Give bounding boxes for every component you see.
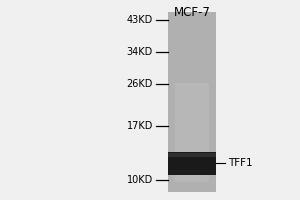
- Text: TFF1: TFF1: [228, 158, 253, 168]
- Text: 17KD: 17KD: [127, 121, 153, 131]
- Text: 26KD: 26KD: [127, 79, 153, 89]
- Text: 10KD: 10KD: [127, 175, 153, 185]
- Text: 43KD: 43KD: [127, 15, 153, 25]
- Bar: [168, 153, 216, 157]
- Bar: [168, 152, 216, 174]
- Text: MCF-7: MCF-7: [174, 6, 210, 19]
- Bar: [168, 12, 216, 192]
- Bar: [175, 83, 209, 182]
- Text: 34KD: 34KD: [127, 47, 153, 57]
